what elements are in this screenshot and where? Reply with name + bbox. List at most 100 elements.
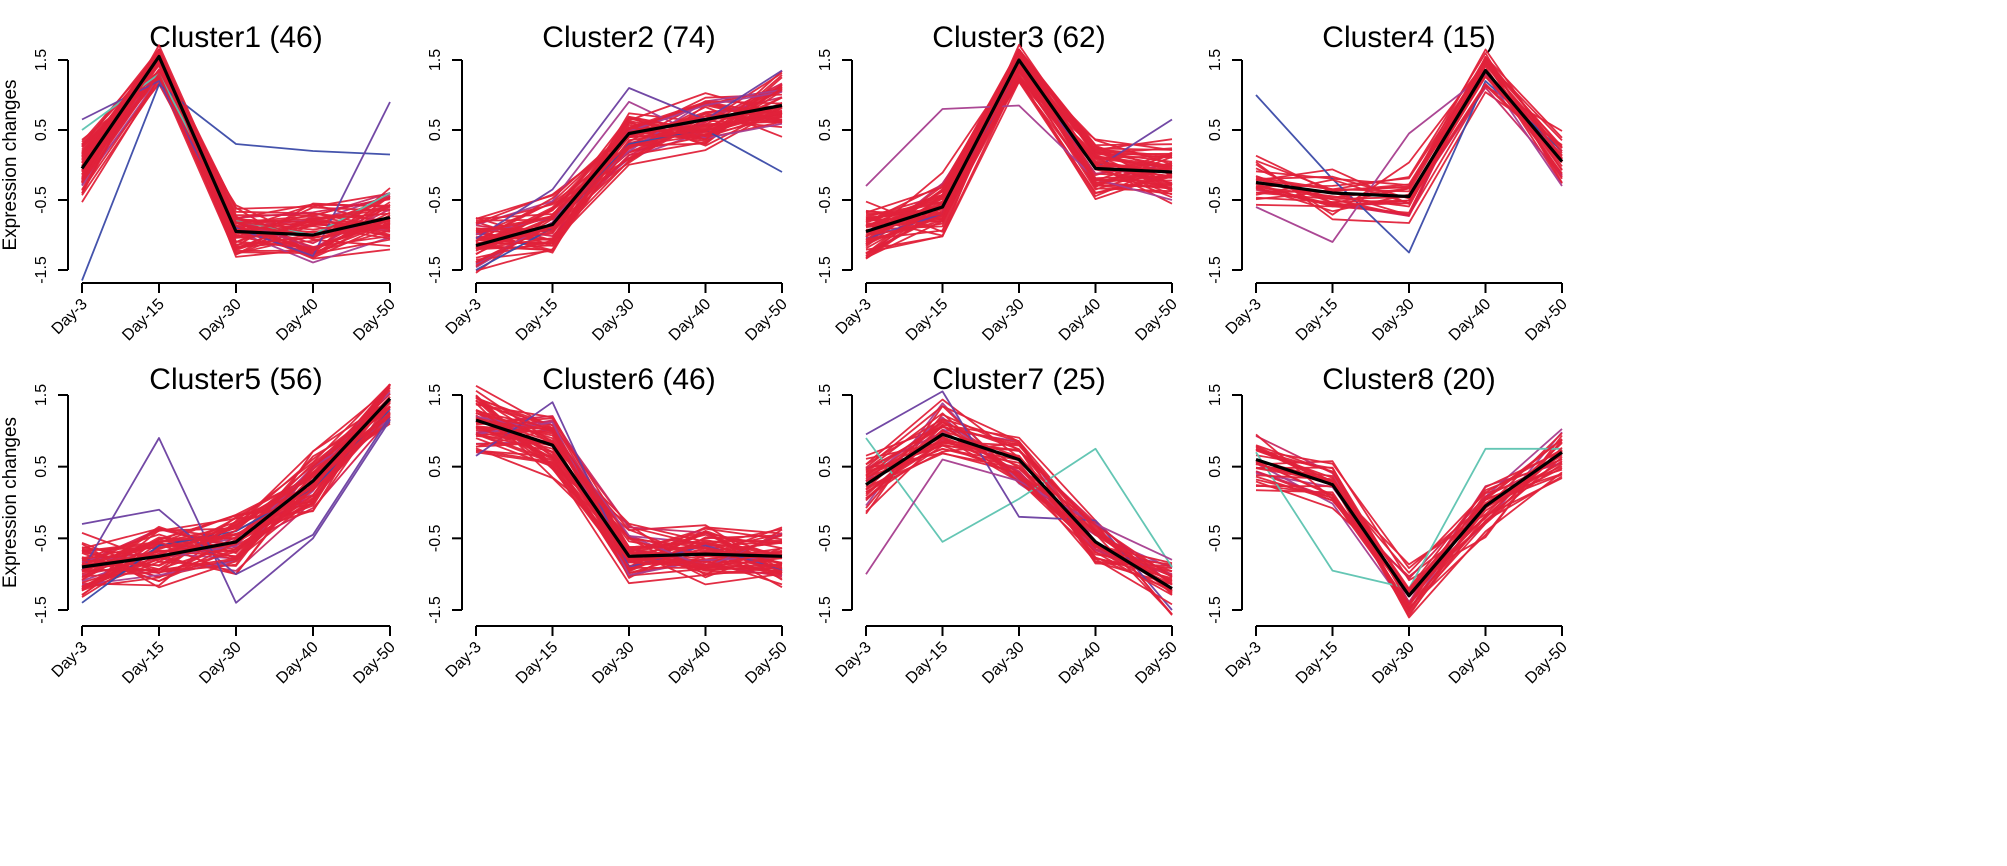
y-tick-label: 0.5: [427, 455, 444, 477]
y-tick-label: -1.5: [33, 256, 50, 284]
x-tick-label: Day-40: [1446, 296, 1495, 345]
member-line: [1255, 441, 1563, 578]
x-axis: Day-3 Day-15 Day-30 Day-40 Day-50: [49, 282, 399, 345]
y-tick-label: 0.5: [33, 455, 50, 477]
y-axis: -1.5 -0.5 0.5 1.5: [1207, 384, 1243, 624]
member-line: [865, 67, 1173, 221]
y-tick-label: -0.5: [427, 524, 444, 552]
member-line: [475, 111, 783, 245]
member-line: [865, 429, 1173, 606]
x-tick-label: Day-15: [903, 296, 952, 345]
x-tick-label: Day-3: [1223, 639, 1265, 681]
member-line: [1255, 62, 1563, 193]
member-lines: [865, 43, 1173, 260]
x-tick-label: Day-30: [196, 296, 245, 345]
member-line: [865, 402, 1173, 569]
member-line: [475, 408, 783, 556]
x-tick-label: Day-50: [350, 296, 399, 345]
x-tick-label: Day-40: [273, 296, 322, 345]
y-tick-label: 0.5: [33, 119, 50, 141]
y-tick-label: -0.5: [817, 524, 834, 552]
member-line: [81, 53, 391, 252]
member-lines: [1255, 428, 1563, 619]
y-tick-label: 1.5: [427, 384, 444, 406]
y-tick-label: -0.5: [33, 524, 50, 552]
panel-title: Cluster6 (46): [542, 363, 715, 396]
panel-title: Cluster8 (20): [1322, 363, 1495, 396]
member-line: [865, 79, 1173, 217]
member-line: [1255, 458, 1563, 580]
x-tick-label: Day-3: [49, 639, 91, 681]
x-tick-label: Day-40: [1056, 296, 1105, 345]
member-line: [475, 432, 783, 569]
y-axis: -1.5 -0.5 0.5 1.5: [427, 384, 463, 624]
x-axis: Day-3 Day-15 Day-30 Day-40 Day-50: [833, 625, 1181, 688]
y-tick-label: -1.5: [427, 256, 444, 284]
x-tick-label: Day-40: [273, 639, 322, 688]
member-line: [475, 100, 783, 259]
y-axis: -1.5 -0.5 0.5 1.5: [427, 49, 463, 284]
y-axis: -1.5 -0.5 0.5 1.5: [33, 384, 69, 624]
member-line: [1255, 460, 1563, 608]
member-line: [1255, 61, 1563, 200]
x-tick-label: Day-15: [119, 639, 168, 688]
member-lines: [865, 390, 1173, 616]
member-line: [475, 416, 783, 571]
y-tick-label: 1.5: [33, 49, 50, 71]
y-tick-label: 0.5: [1207, 455, 1224, 477]
member-line: [81, 58, 391, 231]
x-tick-label: Day-30: [979, 639, 1028, 688]
centroid-line: [81, 397, 392, 569]
x-tick-label: Day-3: [833, 639, 875, 681]
member-line: [1255, 456, 1563, 610]
y-axis: -1.5 -0.5 0.5 1.5: [817, 49, 853, 284]
member-line: [81, 59, 391, 224]
x-tick-label: Day-30: [979, 296, 1028, 345]
x-tick-label: Day-30: [1369, 296, 1418, 345]
y-tick-label: 1.5: [817, 384, 834, 406]
y-tick-label: -0.5: [427, 186, 444, 214]
panel-title: Cluster1 (46): [149, 21, 322, 54]
member-line: [81, 396, 391, 569]
outlier-line: [81, 419, 391, 604]
member-line: [81, 52, 391, 210]
member-line: [475, 421, 783, 576]
x-tick-label: Day-50: [1522, 296, 1571, 345]
y-tick-label: -0.5: [817, 186, 834, 214]
member-line: [475, 420, 783, 563]
x-tick-label: Day-50: [1132, 296, 1181, 345]
outlier-line: [81, 416, 391, 576]
y-tick-label: -1.5: [33, 596, 50, 624]
x-axis: Day-3 Day-15 Day-30 Day-40 Day-50: [443, 625, 791, 688]
outlier-line: [865, 458, 1173, 575]
member-line: [865, 79, 1173, 215]
y-tick-label: -1.5: [817, 596, 834, 624]
y-axis: -1.5 -0.5 0.5 1.5: [817, 384, 853, 624]
member-line: [81, 401, 391, 553]
x-tick-label: Day-15: [903, 639, 952, 688]
x-axis: Day-3 Day-15 Day-30 Day-40 Day-50: [1223, 625, 1571, 688]
member-line: [475, 425, 783, 556]
member-line: [1255, 438, 1563, 594]
y-tick-label: 1.5: [33, 384, 50, 406]
member-line: [1255, 71, 1563, 206]
member-line: [865, 442, 1173, 573]
y-axis: -1.5 -0.5 0.5 1.5: [33, 49, 69, 284]
x-tick-label: Day-40: [1056, 639, 1105, 688]
x-tick-label: Day-15: [513, 296, 562, 345]
x-tick-label: Day-15: [513, 639, 562, 688]
member-lines: [1255, 48, 1563, 254]
member-line: [81, 54, 391, 224]
x-tick-label: Day-40: [1446, 639, 1495, 688]
x-tick-label: Day-50: [1522, 639, 1571, 688]
x-tick-label: Day-30: [1369, 639, 1418, 688]
centroid-line: [1255, 450, 1563, 598]
member-line: [81, 406, 391, 574]
x-tick-label: Day-3: [833, 296, 875, 338]
member-line: [81, 73, 391, 254]
member-line: [81, 51, 391, 217]
x-tick-label: Day-15: [1293, 639, 1342, 688]
